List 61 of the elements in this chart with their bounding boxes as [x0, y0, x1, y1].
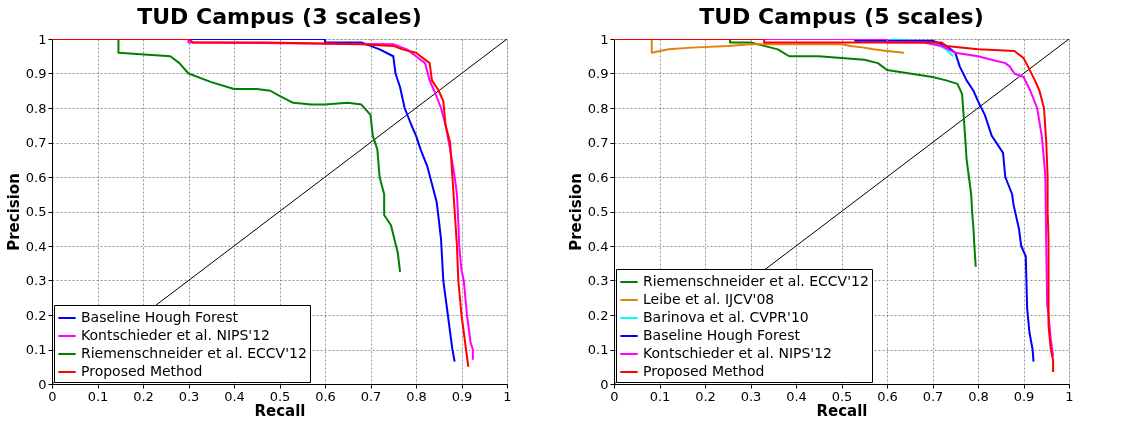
y-tick-label: 0.9 [587, 66, 609, 81]
legend-label: Baseline Hough Forest [643, 327, 801, 343]
y-tick-label: 0.3 [587, 273, 609, 288]
legend-label: Kontschieder et al. NIPS'12 [81, 327, 270, 343]
x-tick-label: 0.5 [269, 388, 291, 404]
x-tick-label: 0.5 [831, 388, 853, 404]
x-tick-label: 0.9 [1013, 388, 1035, 404]
legend-label: Baseline Hough Forest [81, 309, 239, 325]
y-tick-label: 0.5 [587, 204, 609, 219]
x-tick-label: 0.7 [360, 388, 382, 404]
legend-label: Proposed Method [643, 363, 765, 379]
y-tick-label: 0.8 [587, 100, 609, 116]
x-tick-label: 0.8 [406, 388, 427, 404]
x-tick-label: 0 [610, 388, 619, 404]
y-tick-label: 0 [38, 376, 47, 392]
y-tick-label: 0.9 [25, 66, 47, 81]
x-tick-label: 0.4 [786, 388, 807, 404]
y-tick-label: 0.4 [25, 238, 47, 254]
x-tick-label: 0.1 [87, 388, 109, 404]
chart-title: TUD Campus (5 scales) [699, 4, 984, 29]
x-tick-label: 0.3 [178, 388, 200, 404]
legend-label: Leibe et al. IJCV'08 [643, 291, 775, 307]
x-tick-label: 0 [48, 388, 57, 404]
x-tick-label: 1 [1065, 388, 1074, 404]
x-tick-label: 0.6 [877, 388, 898, 404]
y-tick-label: 1 [38, 31, 47, 47]
line-series [650, 39, 905, 54]
y-tick-label: 0 [600, 376, 609, 392]
x-tick-label: 0.6 [315, 388, 336, 404]
y-tick-label: 0.6 [587, 169, 609, 185]
y-tick-label: 0.2 [587, 307, 609, 323]
y-axis-title: Precision [566, 173, 585, 251]
x-axis-title: Recall [254, 401, 306, 420]
x-tick-label: 0.4 [224, 388, 245, 404]
legend-label: Riemenschneider et al. ECCV'12 [643, 273, 869, 289]
x-tick-label: 0.2 [695, 388, 716, 404]
y-tick-label: 0.7 [587, 135, 609, 150]
y-tick-label: 1 [600, 31, 609, 47]
x-tick-label: 0.7 [922, 388, 944, 404]
y-tick-label: 0.4 [587, 238, 609, 254]
y-tick-label: 0.2 [25, 307, 47, 323]
x-axis-title: Recall [816, 401, 868, 420]
chart-title: TUD Campus (3 scales) [137, 4, 422, 29]
y-tick-label: 0.3 [25, 273, 47, 288]
x-tick-label: 0.3 [740, 388, 762, 404]
legend-label: Kontschieder et al. NIPS'12 [643, 345, 832, 361]
x-tick-label: 0.1 [649, 388, 671, 404]
y-tick-label: 0.5 [25, 204, 47, 219]
y-tick-label: 0.8 [25, 100, 47, 116]
x-tick-label: 0.2 [133, 388, 154, 404]
x-tick-label: 0.9 [451, 388, 473, 404]
y-tick-label: 0.7 [25, 135, 47, 150]
x-tick-label: 1 [503, 388, 512, 404]
legend-label: Proposed Method [81, 363, 203, 379]
x-tick-label: 0.8 [968, 388, 989, 404]
legend-label: Barinova et al. CVPR'10 [643, 309, 809, 325]
y-tick-label: 0.1 [25, 342, 47, 357]
y-axis-title: Precision [4, 173, 23, 251]
legend-label: Riemenschneider et al. ECCV'12 [81, 345, 307, 361]
y-tick-label: 0.1 [587, 342, 609, 357]
y-tick-label: 0.6 [25, 169, 47, 185]
